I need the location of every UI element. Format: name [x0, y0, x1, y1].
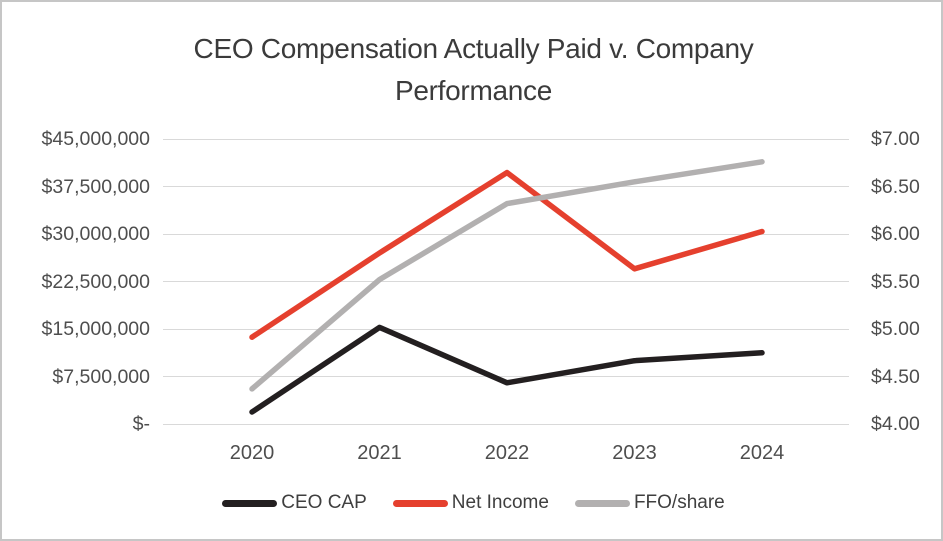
- left-axis-tick-label: $-: [132, 413, 150, 435]
- x-axis-tick-label: 2024: [739, 442, 785, 464]
- legend-swatch-ceo-cap: [222, 499, 278, 507]
- right-axis-tick-label: $5.00: [871, 318, 920, 340]
- series-line-ffo-share: [249, 159, 765, 392]
- right-axis-tick-label: $4.00: [871, 413, 920, 435]
- right-axis-tick-label: $6.00: [871, 223, 920, 245]
- left-axis-tick-label: $22,500,000: [41, 270, 150, 293]
- x-axis-tick-label: 2023: [612, 442, 657, 464]
- series-line-net-income: [249, 169, 765, 340]
- left-axis-tick-label: $37,500,000: [41, 175, 150, 198]
- legend-label-net-income: Net Income: [451, 492, 549, 513]
- gridline: [163, 281, 849, 282]
- left-axis-tick-label: $45,000,000: [41, 128, 150, 150]
- left-axis-tick-label: $15,000,000: [41, 318, 150, 340]
- right-axis-tick-label: $4.50: [871, 365, 920, 388]
- legend-item-net-income[interactable]: Net Income: [392, 492, 549, 514]
- gridline: [163, 233, 849, 235]
- right-axis-tick-label: $6.50: [871, 175, 920, 198]
- right-axis-tick-label: $7.00: [871, 128, 920, 150]
- chart-title-line2: Performance: [395, 75, 552, 106]
- legend-label-ffo-share: FFO/share: [633, 492, 725, 513]
- series-line-ceo-cap: [249, 324, 765, 415]
- gridline: [163, 328, 849, 330]
- chart-title-line1: CEO Compensation Actually Paid v. Compan…: [193, 33, 754, 64]
- gridline: [163, 376, 849, 377]
- legend-swatch-ffo-share: [574, 499, 630, 507]
- x-axis-tick-label: 2022: [484, 442, 530, 464]
- left-axis-tick-label: $30,000,000: [41, 223, 150, 245]
- gridline: [163, 423, 849, 425]
- legend-label-ceo-cap: CEO CAP: [281, 492, 367, 513]
- legend-item-ffo-share[interactable]: FFO/share: [574, 492, 725, 514]
- legend: CEO CAP Net Income FFO/share: [2, 492, 941, 514]
- right-axis-tick-label: $5.50: [871, 270, 920, 293]
- gridline: [163, 186, 849, 187]
- chart-title: CEO Compensation Actually Paid v. Compan…: [2, 28, 941, 112]
- legend-item-ceo-cap[interactable]: CEO CAP: [222, 492, 367, 514]
- x-axis-tick-label: 2021: [357, 442, 402, 464]
- legend-swatch-net-income: [392, 499, 448, 507]
- x-axis-tick-label: 2020: [229, 442, 275, 464]
- left-axis-tick-label: $7,500,000: [52, 365, 150, 388]
- gridline: [163, 138, 849, 140]
